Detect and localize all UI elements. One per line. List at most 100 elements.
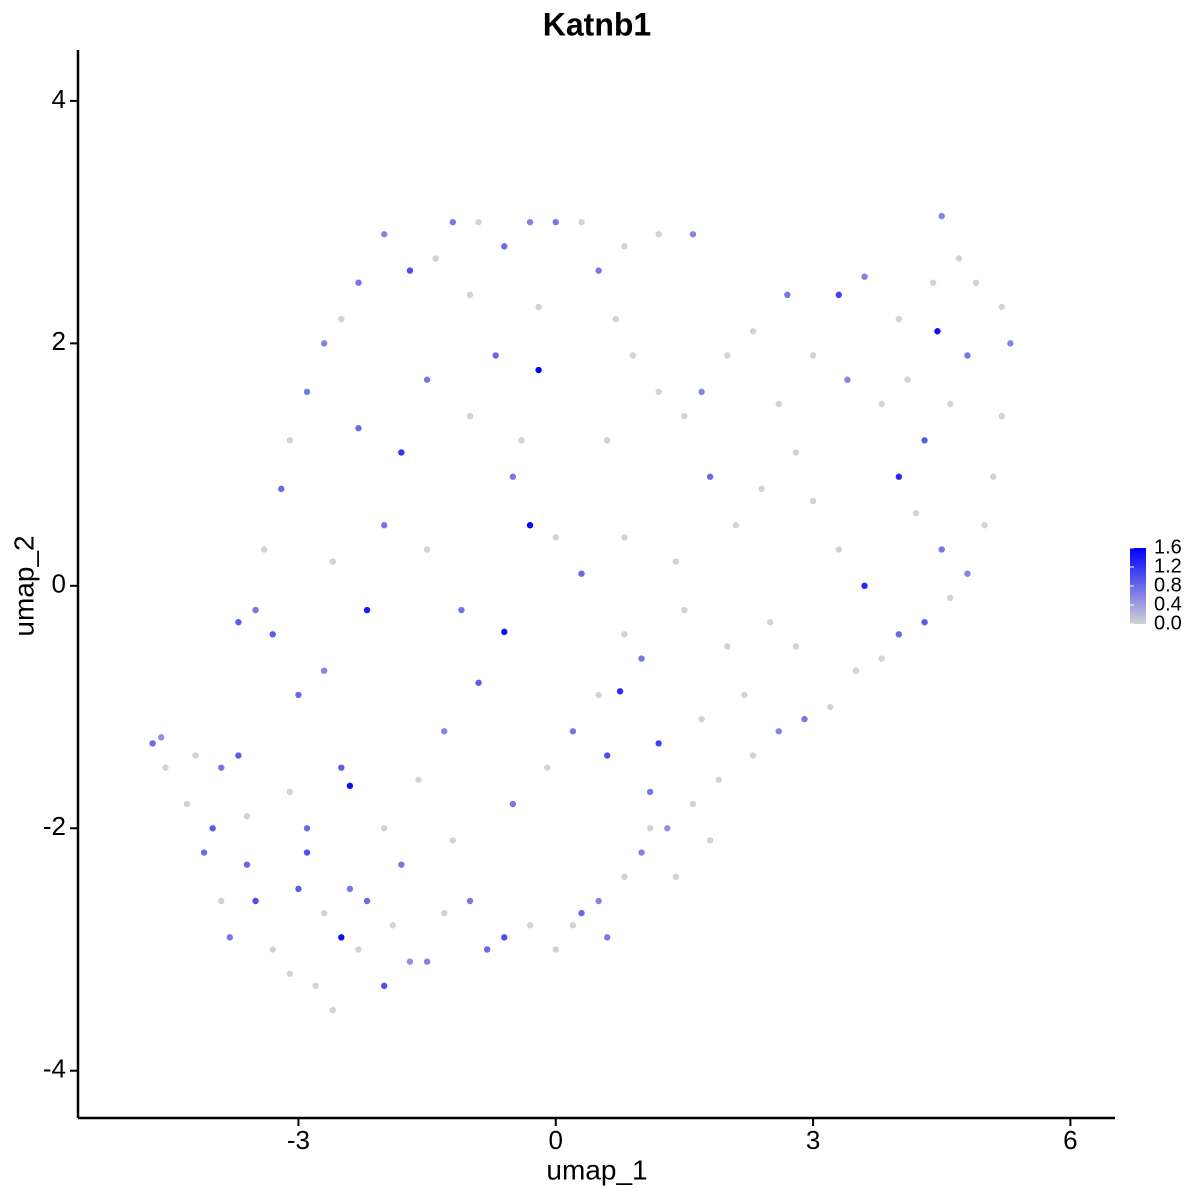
cell-point bbox=[209, 825, 216, 832]
cell-point bbox=[775, 400, 782, 408]
cell-point bbox=[466, 897, 474, 905]
cell-point bbox=[269, 946, 276, 953]
cell-point bbox=[338, 934, 345, 941]
cell-point bbox=[303, 849, 311, 856]
cell-point bbox=[569, 922, 577, 929]
cell-point bbox=[604, 752, 611, 759]
cell-point bbox=[509, 800, 517, 808]
y-axis-title: umap_2 bbox=[8, 535, 39, 636]
cell-point bbox=[947, 400, 954, 408]
cell-point bbox=[552, 946, 559, 953]
cell-point bbox=[646, 825, 654, 832]
cell-point bbox=[381, 522, 388, 529]
cell-point bbox=[784, 291, 791, 299]
cell-point bbox=[741, 691, 748, 699]
cell-point bbox=[621, 631, 628, 638]
cell-point bbox=[689, 231, 697, 238]
cell-point bbox=[441, 909, 448, 917]
cell-point bbox=[706, 473, 714, 480]
cell-point bbox=[621, 534, 628, 541]
cell-point bbox=[672, 558, 680, 565]
cell-point bbox=[162, 764, 169, 771]
cell-point bbox=[809, 497, 817, 505]
cell-point bbox=[1007, 340, 1014, 347]
cell-point bbox=[252, 897, 259, 905]
cell-point bbox=[526, 522, 534, 529]
cell-point bbox=[509, 473, 517, 480]
cell-point bbox=[303, 388, 311, 396]
cell-point bbox=[852, 667, 860, 674]
x-tick-label: -3 bbox=[287, 1125, 310, 1155]
cell-point bbox=[278, 485, 285, 493]
cell-point bbox=[449, 837, 457, 844]
cell-point bbox=[792, 449, 800, 456]
cell-point bbox=[964, 352, 971, 359]
cell-point bbox=[638, 655, 645, 662]
cell-point bbox=[552, 534, 559, 541]
colorbar-tick-label: 1.6 bbox=[1154, 536, 1182, 558]
cell-point bbox=[698, 715, 705, 723]
cell-point bbox=[616, 688, 624, 695]
cell-point bbox=[578, 570, 585, 577]
cell-point bbox=[381, 231, 388, 238]
cell-point bbox=[938, 212, 945, 220]
y-tick-label: 0 bbox=[52, 569, 66, 599]
cell-point bbox=[389, 922, 396, 929]
colorbar-tick-label: 1.2 bbox=[1154, 555, 1182, 577]
cell-point bbox=[492, 352, 499, 359]
y-tick-label: -2 bbox=[43, 811, 66, 841]
cell-point bbox=[303, 825, 311, 832]
cell-point bbox=[295, 885, 302, 893]
cell-point bbox=[749, 752, 757, 759]
cell-point bbox=[518, 437, 525, 444]
cell-point bbox=[423, 958, 431, 965]
cell-point bbox=[235, 618, 242, 626]
cell-point bbox=[595, 691, 602, 699]
cell-point bbox=[775, 728, 782, 735]
cell-point bbox=[355, 425, 362, 432]
cell-point bbox=[878, 655, 885, 662]
cell-point bbox=[621, 243, 628, 250]
cell-point bbox=[501, 243, 508, 250]
cell-point bbox=[921, 437, 928, 444]
cell-point bbox=[423, 546, 431, 553]
cell-point bbox=[475, 218, 482, 226]
cell-point bbox=[929, 279, 937, 286]
x-tick-label: 3 bbox=[806, 1125, 820, 1155]
cell-point bbox=[749, 328, 757, 335]
cell-point bbox=[792, 643, 800, 650]
cell-point bbox=[243, 861, 251, 868]
cell-point bbox=[526, 218, 534, 226]
cell-point bbox=[578, 909, 585, 917]
cell-point bbox=[861, 582, 868, 590]
cell-point bbox=[934, 328, 941, 335]
cell-point bbox=[990, 473, 997, 480]
cell-point bbox=[706, 837, 714, 844]
cell-point bbox=[526, 922, 534, 929]
cell-point bbox=[346, 885, 354, 893]
cell-point bbox=[861, 273, 868, 280]
colorbar-tick-label: 0.0 bbox=[1154, 612, 1182, 634]
cell-point bbox=[604, 934, 611, 941]
cell-point bbox=[320, 909, 328, 917]
cell-point bbox=[235, 752, 242, 759]
cell-point bbox=[672, 873, 680, 880]
cell-point bbox=[406, 958, 414, 965]
cell-point bbox=[192, 752, 199, 759]
cell-point bbox=[312, 982, 319, 990]
cell-point bbox=[398, 449, 405, 456]
cell-point bbox=[981, 522, 988, 529]
cell-point bbox=[827, 703, 834, 711]
cell-point bbox=[612, 315, 619, 323]
cell-point bbox=[449, 218, 457, 226]
cell-point bbox=[423, 376, 431, 383]
cell-point bbox=[912, 509, 920, 517]
cell-point bbox=[200, 849, 208, 856]
y-tick-label: 2 bbox=[52, 326, 66, 356]
cell-point bbox=[895, 473, 903, 480]
cell-point bbox=[938, 546, 945, 553]
cell-point bbox=[158, 734, 165, 741]
x-tick-label: 0 bbox=[549, 1125, 563, 1155]
cell-point bbox=[329, 1006, 336, 1014]
